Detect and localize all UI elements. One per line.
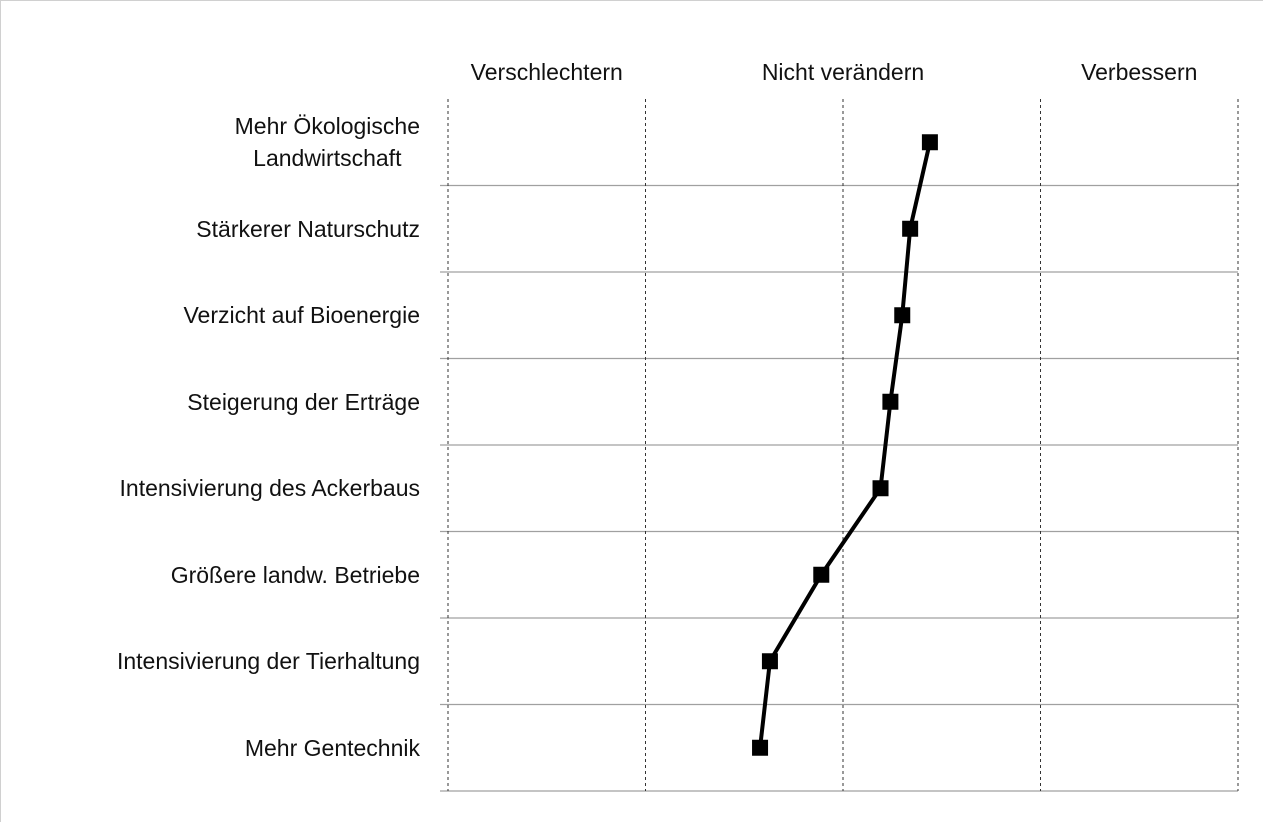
category-label: Steigerung der Erträge xyxy=(187,388,420,415)
point-marker xyxy=(761,653,778,670)
category-label: Mehr Ökologische Landwirtschaft xyxy=(234,113,420,172)
category-label: Verzicht auf Bioenergie xyxy=(183,302,420,329)
x-tick-label: Verschlechtern xyxy=(471,59,623,85)
category-label: Intensivierung der Tierhaltung xyxy=(116,648,420,675)
point-marker xyxy=(872,480,889,497)
x-tick-label: Verbessern xyxy=(1081,59,1197,85)
point-marker xyxy=(921,134,938,151)
category-label: Größere landw. Betriebe xyxy=(170,561,420,588)
x-tick-label: Nicht verändern xyxy=(762,59,924,85)
point-marker xyxy=(894,307,911,324)
category-label: Intensivierung des Ackerbaus xyxy=(119,475,420,502)
point-marker xyxy=(752,739,769,756)
point-marker xyxy=(813,566,830,583)
series-line xyxy=(758,141,932,748)
point-marker xyxy=(902,220,919,237)
category-label: Mehr Gentechnik xyxy=(244,734,420,761)
point-marker xyxy=(882,393,899,410)
category-label: Stärkerer Naturschutz xyxy=(196,215,420,242)
